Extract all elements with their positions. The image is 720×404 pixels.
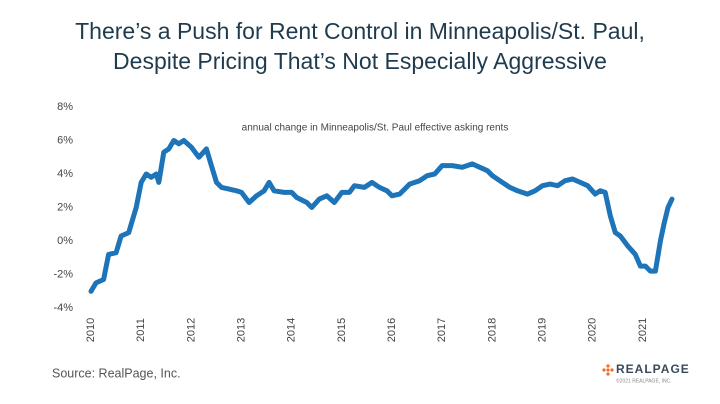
x-tick-label: 2017 bbox=[436, 318, 448, 342]
y-tick-label: -2% bbox=[53, 268, 73, 280]
x-tick-label: 2020 bbox=[587, 318, 599, 342]
x-tick-label: 2019 bbox=[536, 318, 548, 342]
copyright: ©2021 REALPAGE, INC. bbox=[616, 377, 672, 384]
annotation: annual change in Minneapolis/St. Paul ef… bbox=[242, 123, 509, 134]
y-tick-label: -4% bbox=[53, 302, 73, 314]
y-tick-label: 6% bbox=[57, 134, 73, 146]
x-tick-label: 2021 bbox=[637, 318, 649, 342]
x-tick-label: 2016 bbox=[386, 318, 398, 342]
chart-title: Despite Pricing That’s Not Especially Ag… bbox=[113, 48, 607, 74]
chart-title: There’s a Push for Rent Control in Minne… bbox=[75, 18, 645, 44]
x-tick-label: 2015 bbox=[336, 318, 348, 342]
x-tick-label: 2011 bbox=[135, 318, 147, 342]
data-line bbox=[88, 138, 675, 294]
y-tick-label: 0% bbox=[57, 235, 73, 247]
y-tick-label: 4% bbox=[57, 168, 73, 180]
x-tick-label: 2010 bbox=[85, 318, 97, 342]
y-tick-label: 2% bbox=[57, 201, 73, 213]
y-tick-label: 8% bbox=[57, 101, 73, 113]
logo-icon bbox=[602, 364, 614, 376]
x-tick-label: 2013 bbox=[235, 318, 247, 342]
x-tick-label: 2018 bbox=[486, 318, 498, 342]
x-tick-label: 2012 bbox=[185, 318, 197, 342]
source: Source: RealPage, Inc. bbox=[52, 366, 181, 380]
logo: REALPAGE bbox=[616, 362, 690, 376]
x-tick-label: 2014 bbox=[286, 318, 298, 342]
